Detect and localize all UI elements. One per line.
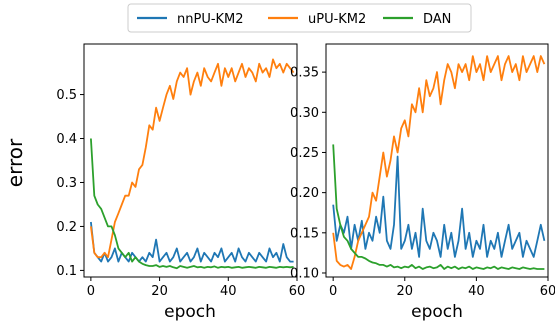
x-tick-label-panel-1-1: 20 [397, 284, 414, 299]
y-tick-label-panel-0-1: 0.2 [56, 220, 77, 235]
x-tick-label-panel-0-2: 40 [220, 284, 237, 299]
panel-left: 0 20 40 60 0.1 0.2 0.3 0.4 0.5 epoch [56, 43, 306, 322]
y-tick-label-panel-1-5: 0.35 [290, 66, 319, 81]
y-tick-label-panel-1-4: 0.30 [290, 106, 319, 121]
x-tick-label-panel-1-2: 40 [468, 284, 485, 299]
y-tick-label-panel-1-1: 0.15 [290, 226, 319, 241]
x-tick-label-panel-1-0: 0 [329, 284, 337, 299]
series-line-dan-panel-1 [332, 144, 545, 270]
y-tick-label-panel-0-2: 0.3 [56, 176, 77, 191]
y-tick-label-panel-1-0: 0.10 [290, 266, 319, 281]
x-tick-label-panel-0-3: 60 [289, 284, 306, 299]
x-tick-label-panel-1-3: 60 [540, 284, 555, 299]
x-axis-label-panel-1: epoch [411, 302, 463, 322]
series-line-dan-panel-0 [90, 138, 294, 270]
y-tick-label-panel-0-4: 0.5 [56, 88, 77, 103]
series-line-upu-km2-panel-0 [90, 58, 295, 259]
y-tick-label-panel-1-3: 0.25 [290, 146, 319, 161]
series-line-nnpu-km2-panel-0 [90, 221, 294, 263]
x-tick-label-panel-0-1: 20 [151, 284, 168, 299]
legend-label-upu-km2: uPU-KM2 [308, 12, 366, 27]
y-tick-label-panel-1-2: 0.20 [290, 186, 319, 201]
y-tick-label-panel-0-3: 0.4 [56, 132, 77, 147]
x-axis-label-panel-0: epoch [164, 302, 216, 322]
plot-frame-panel-1 [325, 43, 549, 278]
legend-frame [127, 3, 472, 33]
series-line-upu-km2-panel-1 [332, 55, 546, 270]
series-line-nnpu-km2-panel-1 [332, 155, 546, 258]
panel-right: 0 20 40 60 0.10 0.15 0.20 0.25 0.30 0.35 epoch [290, 43, 555, 322]
y-tick-label-panel-0-0: 0.1 [56, 264, 77, 279]
plot-frame-panel-0 [83, 43, 298, 278]
legend-label-dan: DAN [423, 12, 451, 27]
legend: nnPU-KM2 uPU-KM2 DAN [127, 3, 472, 33]
y-axis-label: error [3, 138, 27, 187]
legend-label-nnpu-km2: nnPU-KM2 [177, 12, 244, 27]
x-tick-label-panel-0-0: 0 [87, 284, 95, 299]
